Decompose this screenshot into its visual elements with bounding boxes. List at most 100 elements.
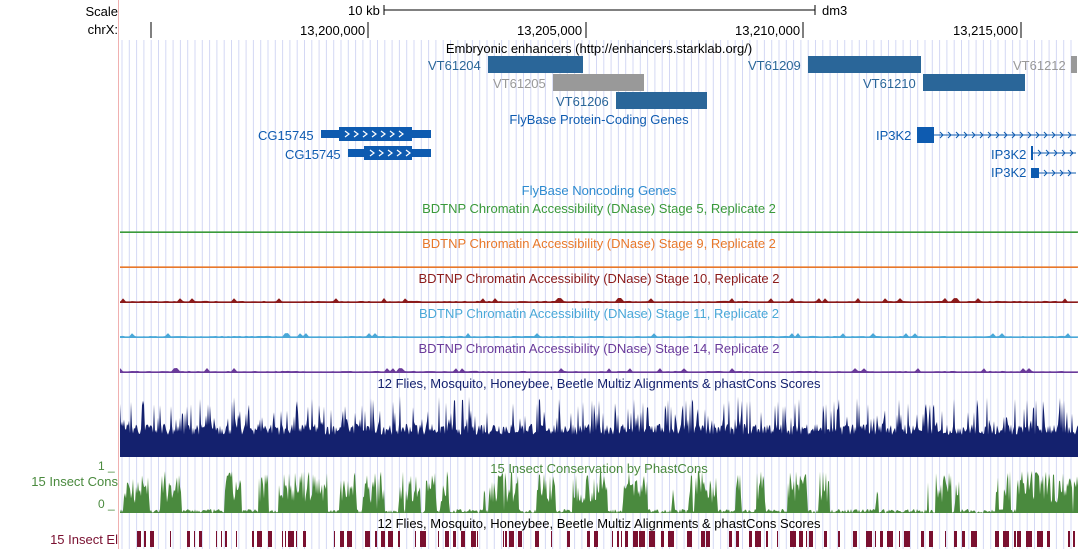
strand-arrow <box>963 131 968 139</box>
strand-arrow <box>1003 131 1008 139</box>
strand-arrow <box>1067 169 1072 177</box>
strand-arrow <box>398 130 404 138</box>
conserved-element <box>461 531 465 547</box>
strand-arrow <box>955 131 960 139</box>
enhancer-label[interactable]: VT61212 <box>1013 58 1066 73</box>
strand-arrow <box>344 130 350 138</box>
gene-exon <box>1031 146 1033 160</box>
dnase-track-title[interactable]: BDTNP Chromatin Accessibility (DNase) St… <box>422 236 776 251</box>
conserved-element <box>649 531 655 547</box>
strand-arrow <box>1051 169 1056 177</box>
conserved-element <box>285 531 286 547</box>
insect-el-label[interactable]: 15 Insect El <box>50 532 118 547</box>
conserved-element <box>904 531 910 547</box>
dnase-track-title[interactable]: BDTNP Chromatin Accessibility (DNase) St… <box>418 306 780 321</box>
conserved-element <box>995 531 999 547</box>
enhancer-feature[interactable] <box>553 74 644 91</box>
conserved-element <box>1047 531 1050 547</box>
strand-arrow <box>405 149 411 157</box>
gene-label[interactable]: CG15745 <box>258 128 314 143</box>
strand-arrow <box>1043 131 1048 139</box>
conserved-element <box>199 531 202 547</box>
conserved-element <box>216 531 217 547</box>
strand-arrow <box>387 149 393 157</box>
conserved-element <box>509 531 514 547</box>
strand-arrow <box>369 149 375 157</box>
conserved-element <box>257 531 262 547</box>
conserved-element <box>899 531 900 547</box>
conserved-element <box>668 531 674 547</box>
conserved-element <box>340 531 344 547</box>
conserved-element <box>587 531 590 547</box>
conserved-element <box>824 531 827 547</box>
gene-exon <box>917 127 934 143</box>
gene-label[interactable]: IP3K2 <box>991 147 1027 162</box>
conserved-element <box>971 531 977 547</box>
strand-arrow <box>353 130 359 138</box>
conserved-element <box>838 531 840 547</box>
conserved-element <box>594 531 598 547</box>
elements-track-title[interactable]: 12 Flies, Mosquito, Honeybee, Beetle Mul… <box>377 516 821 531</box>
strand-arrow <box>1059 131 1064 139</box>
conserved-element <box>799 531 803 547</box>
conserved-element <box>729 531 732 547</box>
dnase-track-title[interactable]: BDTNP Chromatin Accessibility (DNase) St… <box>418 271 780 286</box>
insect-cons-label[interactable]: 15 Insect Cons <box>31 474 118 489</box>
noncoding-track-title[interactable]: FlyBase Noncoding Genes <box>521 183 677 198</box>
scale-label: Scale <box>85 4 118 19</box>
conserved-element <box>1026 531 1032 547</box>
conserved-element <box>687 531 692 547</box>
conserved-element <box>962 531 965 547</box>
conserved-element <box>477 531 478 547</box>
conserved-element <box>1003 531 1009 547</box>
phastcons-track-title[interactable]: 15 Insect Conservation by PhastCons <box>490 461 708 476</box>
conserved-element <box>375 531 377 547</box>
enhancer-label[interactable]: VT61206 <box>556 94 609 109</box>
conserved-element <box>945 531 946 547</box>
insect-cons-axis-bottom: 0 _ <box>98 497 115 511</box>
enhancer-label[interactable]: VT61210 <box>863 76 916 91</box>
gene-label[interactable]: CG15745 <box>285 147 341 162</box>
conserved-element <box>505 531 507 547</box>
conserved-element <box>503 531 504 547</box>
multiz-track-title[interactable]: 12 Flies, Mosquito, Honeybee, Beetle Mul… <box>377 376 821 391</box>
conserved-element <box>921 531 924 547</box>
strand-arrow <box>995 131 1000 139</box>
enhancer-feature[interactable] <box>488 56 583 73</box>
enhancer-feature[interactable] <box>1071 56 1077 73</box>
conserved-element <box>144 531 146 547</box>
insect-cons-axis-top: 1 _ <box>98 459 115 473</box>
gene-label[interactable]: IP3K2 <box>876 128 912 143</box>
enhancers-track-title[interactable]: Embryonic enhancers (http://enhancers.st… <box>445 41 753 56</box>
strand-arrow <box>378 149 384 157</box>
protein-genes-track-title[interactable]: FlyBase Protein-Coding Genes <box>509 112 689 127</box>
enhancer-label[interactable]: VT61204 <box>428 58 481 73</box>
enhancer-feature[interactable] <box>808 56 921 73</box>
conserved-element <box>929 531 933 547</box>
dnase-track-title[interactable]: BDTNP Chromatin Accessibility (DNase) St… <box>418 341 780 356</box>
conserved-element <box>420 531 426 547</box>
enhancer-label[interactable]: VT61205 <box>493 76 546 91</box>
enhancer-feature[interactable] <box>616 92 707 109</box>
conserved-element <box>170 531 171 547</box>
enhancer-label[interactable]: VT61209 <box>748 58 801 73</box>
conserved-element <box>288 531 294 547</box>
dnase-track-title[interactable]: BDTNP Chromatin Accessibility (DNase) St… <box>422 201 776 216</box>
conserved-element <box>1014 531 1016 547</box>
conserved-element <box>137 531 141 547</box>
conserved-element <box>225 531 227 547</box>
conserved-element <box>661 531 664 547</box>
conserved-element <box>633 531 638 547</box>
conserved-element <box>853 531 857 547</box>
conserved-element <box>1068 531 1070 547</box>
strand-arrow <box>1051 131 1056 139</box>
strand-arrow <box>1053 149 1058 157</box>
enhancer-feature[interactable] <box>923 74 1025 91</box>
track-labels-panel: Scale chrX: 15 Insect Cons 15 Insect El <box>0 0 118 549</box>
conserved-element <box>187 531 190 547</box>
conserved-element <box>194 531 195 547</box>
gene-label[interactable]: IP3K2 <box>991 165 1027 180</box>
strand-arrow <box>1027 131 1032 139</box>
ruler-tick-label: 13,215,000 <box>953 23 1019 38</box>
